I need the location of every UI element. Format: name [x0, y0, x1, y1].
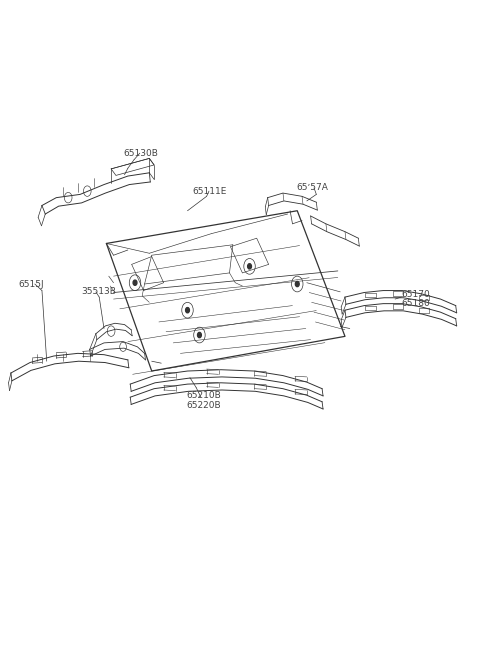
- Text: 6515J: 6515J: [18, 279, 44, 288]
- Text: 65130B: 65130B: [123, 148, 158, 158]
- Circle shape: [295, 281, 299, 286]
- Circle shape: [133, 280, 137, 285]
- Circle shape: [248, 263, 252, 269]
- Circle shape: [186, 307, 190, 313]
- Text: 65220B: 65220B: [187, 401, 221, 409]
- Text: 65170: 65170: [401, 290, 430, 299]
- Text: 65ʼ57A: 65ʼ57A: [296, 183, 328, 193]
- Text: 65111E: 65111E: [192, 187, 227, 196]
- Text: 35513B: 35513B: [82, 287, 117, 296]
- Text: 65210B: 65210B: [187, 391, 221, 399]
- Text: 65180: 65180: [401, 299, 430, 308]
- Circle shape: [198, 332, 201, 338]
